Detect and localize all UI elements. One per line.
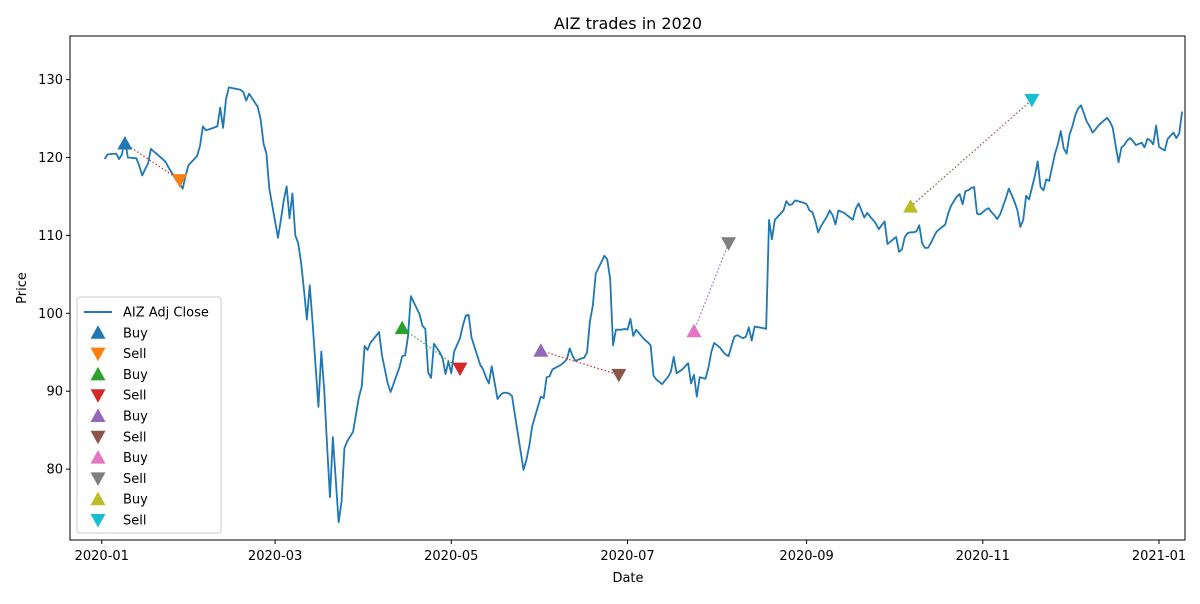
trade-links — [124, 99, 1033, 376]
buy-marker — [903, 199, 919, 213]
legend-label: Sell — [123, 514, 146, 529]
legend-label: Buy — [123, 451, 148, 466]
legend-buy-swatch — [90, 408, 106, 422]
legend-label: Sell — [123, 347, 146, 362]
buy-marker — [117, 135, 133, 150]
x-tick-label: 2020-01 — [75, 549, 129, 564]
x-tick-label: 2020-09 — [779, 549, 833, 564]
buy-marker — [533, 343, 549, 357]
buy-marker — [394, 320, 410, 335]
y-tick-label: 80 — [46, 463, 63, 478]
legend-sell-swatch — [90, 430, 106, 445]
y-axis-label: Price — [15, 272, 30, 304]
legend-label: Buy — [123, 368, 148, 383]
y-axis: 80 90 100 110 120 130 — [38, 73, 70, 478]
legend-label: Buy — [123, 326, 148, 341]
legend-sell-swatch — [90, 389, 106, 403]
legend-frame — [76, 296, 222, 534]
legend-buy-swatch — [90, 491, 106, 506]
trade-link — [910, 99, 1033, 208]
legend-buy-swatch — [90, 366, 106, 381]
legend-sell-swatch — [90, 347, 106, 362]
x-tick-label: 2020-05 — [424, 549, 478, 564]
y-tick-label: 100 — [38, 307, 63, 322]
x-axis: 2020-01 2020-03 2020-05 2020-07 2020-09 2020-… — [75, 540, 1186, 564]
x-tick-label: 2021-01 — [1132, 549, 1186, 564]
legend-sell-swatch — [90, 514, 106, 528]
legend: AIZ Adj Close Buy Sell Buy Sell Buy Sell Buy Sel… — [76, 296, 222, 534]
chart-title: AIZ trades in 2020 — [554, 14, 702, 33]
series-line — [103, 86, 1184, 523]
sell-marker — [1024, 93, 1040, 108]
trade-link — [540, 350, 620, 376]
plot-area-frame — [69, 35, 1186, 541]
y-tick-label: 110 — [38, 229, 63, 244]
legend-label: Buy — [123, 410, 148, 425]
buy-marker — [686, 323, 702, 338]
legend-sell-swatch — [90, 472, 106, 486]
legend-label: Buy — [123, 493, 148, 508]
sell-marker — [452, 362, 468, 377]
sell-marker — [721, 237, 737, 251]
x-tick-label: 2020-11 — [956, 549, 1010, 564]
x-tick-label: 2020-07 — [600, 549, 654, 564]
trade-markers — [117, 93, 1040, 383]
trade-link — [124, 143, 181, 181]
y-tick-label: 90 — [46, 385, 63, 400]
legend-label: Sell — [123, 472, 146, 487]
sell-marker — [611, 368, 627, 383]
x-axis-label: Date — [612, 571, 643, 586]
series-layer — [103, 86, 1184, 523]
legend-label: Sell — [123, 389, 146, 404]
legend-buy-swatch — [90, 450, 106, 464]
sell-marker — [172, 174, 188, 188]
x-tick-label: 2020-03 — [248, 549, 302, 564]
legend-label: AIZ Adj Close — [123, 306, 209, 321]
trade-link — [401, 327, 461, 370]
y-tick-label: 120 — [38, 151, 63, 166]
trade-link — [693, 242, 730, 332]
legend-label: Sell — [123, 430, 146, 445]
legend-buy-swatch — [90, 325, 106, 339]
y-tick-label: 130 — [38, 73, 63, 88]
